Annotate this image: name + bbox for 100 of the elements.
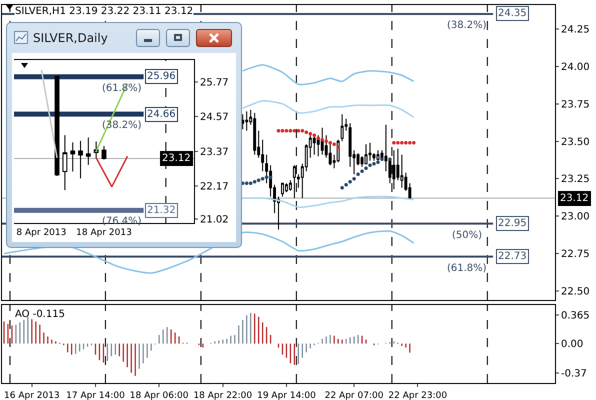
point: [388, 157, 392, 161]
annotation: (61.8%): [447, 263, 487, 274]
candlestick: [288, 180, 292, 192]
ref-line-label: 22.95: [498, 218, 527, 229]
x-tick-label: 16 Apr 2013: [4, 390, 60, 400]
candlestick: [312, 134, 316, 156]
y-tick-label: 23.25: [561, 174, 590, 186]
point: [352, 176, 356, 180]
y-tick-label: 24.57: [200, 112, 229, 124]
point: [376, 160, 380, 164]
point: [244, 181, 248, 185]
point: [404, 141, 408, 145]
candlestick: [364, 144, 368, 164]
y-tick-label: 0.365: [561, 310, 590, 322]
y-tick-label: 23.00: [561, 212, 590, 223]
y-tick-label: 22.50: [561, 286, 590, 298]
point: [328, 141, 332, 145]
x-tick-label: 8 Apr 2013: [16, 228, 66, 238]
point: [248, 181, 252, 185]
point: [292, 129, 296, 133]
candlestick: [62, 134, 68, 191]
candlestick: [94, 141, 99, 159]
point: [316, 136, 320, 140]
ref-line-label: 23.12: [162, 153, 191, 164]
point: [308, 132, 312, 136]
candlestick: [340, 114, 344, 142]
point: [412, 141, 416, 145]
point: [320, 138, 324, 142]
chart-title: SILVER,Daily: [33, 31, 108, 45]
point: [260, 176, 264, 180]
y-tick-label: 24.25: [561, 24, 590, 36]
x-tick-label: 18 Apr 06:00: [130, 390, 189, 400]
point: [336, 146, 340, 150]
y-tick-label: 22.17: [200, 181, 229, 192]
chart-title: SILVER,H1 23.19 23.22 23.11 23.12: [15, 6, 194, 17]
y-tick-label: -0.37: [561, 368, 587, 380]
annotation: (38.2%): [447, 20, 487, 31]
candlestick: [86, 136, 91, 166]
point: [256, 178, 260, 182]
x-tick-label: 17 Apr 14:00: [66, 390, 126, 400]
y-tick-label: 22.75: [561, 249, 590, 260]
point: [268, 175, 272, 179]
annotation: (50%): [452, 230, 482, 241]
point: [392, 141, 396, 145]
candlestick: [54, 76, 60, 177]
candlestick: [320, 127, 324, 156]
candlestick: [368, 142, 372, 162]
x-tick-label: 22 Apr 23:00: [388, 390, 448, 400]
candlestick: [70, 142, 76, 172]
point: [344, 182, 348, 186]
point: [364, 166, 368, 170]
point: [300, 129, 304, 133]
candlestick: [253, 112, 256, 156]
point: [408, 141, 412, 145]
point: [252, 180, 256, 184]
point: [284, 129, 288, 133]
y-tick-label: 23.37: [200, 146, 229, 158]
point: [288, 129, 292, 133]
ref-line-label: 24.66: [147, 109, 176, 120]
ref-line-label: 24.35: [498, 8, 527, 19]
line-series: [242, 196, 415, 208]
ref-line-label: 21.32: [147, 205, 176, 216]
ref-line-label: 25.96: [147, 71, 176, 82]
candlestick: [245, 110, 248, 132]
line-series: [242, 100, 415, 118]
point: [324, 140, 328, 144]
candlestick: [78, 140, 83, 179]
point: [312, 134, 316, 138]
point: [280, 129, 284, 133]
y-tick-label: 25.77: [200, 78, 229, 89]
x-tick-label: 19 Apr 14:00: [257, 390, 316, 400]
point: [276, 129, 280, 133]
x-tick-label: 18 Apr 22:00: [193, 390, 252, 400]
point: [380, 157, 384, 161]
point: [356, 172, 360, 176]
y-tick-label: 21.02: [200, 214, 229, 226]
point: [360, 169, 364, 173]
point: [332, 142, 336, 146]
y-tick-label: 0.00: [561, 339, 584, 350]
x-tick-label: 22 Apr 07:00: [324, 390, 384, 400]
point: [396, 141, 400, 145]
y-tick-label: 23.75: [561, 99, 590, 110]
x-tick-label: 18 Apr 2013: [76, 228, 132, 238]
candlestick: [281, 182, 284, 198]
ref-line-label: 22.73: [498, 251, 527, 262]
candlestick: [102, 146, 106, 160]
y-tick-label: 23.50: [561, 136, 590, 148]
ref-line-label: 23.12: [560, 193, 589, 204]
point: [264, 175, 268, 179]
point: [296, 129, 300, 133]
point: [400, 141, 404, 145]
annotation: AO -0.115: [15, 309, 65, 320]
point: [340, 186, 344, 190]
point: [368, 163, 372, 167]
candlestick: [284, 182, 288, 193]
candlestick: [241, 114, 244, 130]
line-series: [242, 64, 415, 86]
y-tick-label: 24.00: [561, 62, 590, 73]
point: [348, 180, 352, 184]
point: [304, 130, 308, 134]
